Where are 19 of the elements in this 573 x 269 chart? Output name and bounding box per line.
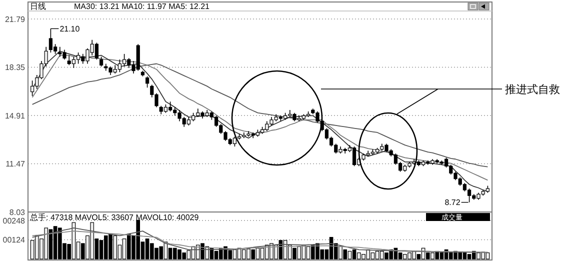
y-tick-label: 8.03	[9, 208, 26, 217]
candlestick	[94, 42, 98, 60]
annotation: 21.10	[60, 24, 80, 34]
y-tick-label: 21.79	[4, 14, 26, 24]
line-series	[32, 63, 488, 168]
candlestick	[30, 80, 34, 96]
candlestick	[146, 76, 150, 88]
y-tick-label: 11.47	[6, 160, 26, 169]
text: 推进式自救	[505, 82, 560, 96]
annotation: 8.72	[444, 198, 461, 208]
y-tick-label: 14.91	[4, 111, 26, 120]
annotation: 总手: 47318 MAVOL5: 33607 MAVOL10: 40029	[29, 213, 200, 222]
candlestick	[100, 56, 104, 67]
y-tick-label: 00124	[2, 236, 26, 245]
y-tick-label: 00248	[2, 216, 26, 226]
y-tick-label: 18.35	[4, 63, 26, 72]
candlestick	[232, 136, 236, 147]
chart-title: 日线	[30, 2, 46, 11]
text: MA30: 13.21 MA10: 11.97 MA5: 12.21	[74, 2, 210, 11]
